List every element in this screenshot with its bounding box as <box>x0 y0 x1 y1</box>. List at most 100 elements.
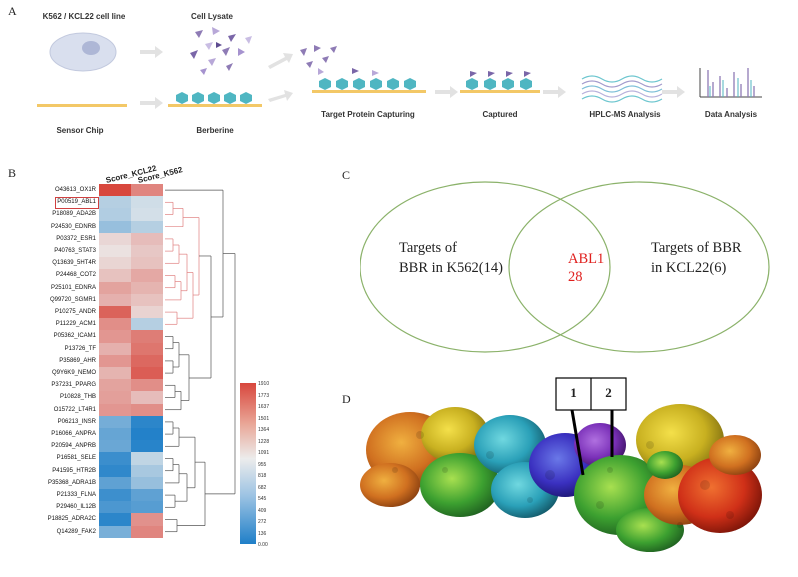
heatmap-row-label: P10828_THB <box>59 394 96 401</box>
venn-circle-right <box>508 181 770 353</box>
sensor-chip-label: Sensor Chip <box>56 126 104 135</box>
venn-center-line1: ABL1 <box>568 251 605 267</box>
heatmap-cell <box>99 232 131 246</box>
data-analysis-icon <box>699 68 762 98</box>
heatmap-row-label: P24468_COT2 <box>55 272 96 279</box>
scale-tick-label: 818 <box>258 473 267 479</box>
target-capture-label: Target Protein Capturing <box>321 110 415 119</box>
heatmap-cell <box>99 220 131 234</box>
heatmap-cell <box>131 403 163 417</box>
protein-structure <box>360 377 762 552</box>
heatmap-cell <box>131 184 163 197</box>
heatmap-cell <box>99 184 131 197</box>
heatmap-cell <box>131 269 163 283</box>
heatmap-cell <box>131 354 163 368</box>
heatmap-row-label: P24530_EDNRB <box>50 223 96 230</box>
berberine-label: Berberine <box>196 126 234 135</box>
panel-c-letter: C <box>342 168 351 182</box>
scale-tick-label: 136 <box>258 530 267 537</box>
heatmap-cell <box>99 464 131 478</box>
heatmap-row-label: P16066_ANPRA <box>51 431 96 437</box>
cell-line-label: K562 / KCL22 cell line <box>42 12 126 21</box>
venn-circle-left <box>360 181 611 353</box>
scale-tick-label: 1364 <box>258 427 270 433</box>
heatmap-cell <box>131 281 163 295</box>
flow-arrows <box>140 46 685 109</box>
heatmap-cell <box>131 232 163 246</box>
heatmap-cell <box>131 464 163 478</box>
heatmap-cell <box>99 318 131 331</box>
heatmap-cell <box>131 245 163 258</box>
site-1-pointer <box>570 409 585 476</box>
heatmap-row-label: P06213_INSR <box>57 418 96 425</box>
heatmap-cell <box>131 428 163 441</box>
heatmap-cell <box>99 342 131 356</box>
scale-tick-label: 1228 <box>258 438 270 445</box>
heatmap-cell <box>99 476 131 490</box>
workflow-graphic <box>37 27 762 109</box>
venn-diagram <box>360 181 770 353</box>
scale-tick-label: 272 <box>258 519 267 525</box>
heatmap-cell <box>131 208 163 222</box>
panel-b-letter: B <box>8 166 17 180</box>
heatmap-cell <box>131 513 163 527</box>
panel-d-letter: D <box>342 392 351 406</box>
heatmap-cell <box>131 415 163 429</box>
heatmap-cell <box>131 525 163 539</box>
heatmap-cell <box>99 367 131 380</box>
heatmap-row-label: P25101_EDNRA <box>50 284 96 291</box>
heatmap-cell <box>99 440 131 453</box>
heatmap-row-label: Q14289_FAK2 <box>56 528 96 535</box>
heatmap-cell <box>99 293 131 307</box>
heatmap-cell <box>131 489 163 502</box>
heatmap-row-label: Q13639_5HT4R <box>52 260 96 267</box>
scale-tick-label: 1773 <box>258 392 270 399</box>
heatmap-cell <box>99 208 131 222</box>
heatmap-row-label: P03372_ESR1 <box>56 235 96 242</box>
heatmap-row-label: P16581_SELE <box>56 455 96 462</box>
heatmap-row-label: P41595_HTR2B <box>52 467 96 474</box>
heatmap-row-label: P35869_AHR <box>59 357 96 364</box>
heatmap-row-label: P11229_ACM1 <box>55 321 96 328</box>
lysate-icon <box>190 27 252 75</box>
heatmap-row-label: P35368_ADRA1B <box>47 479 96 486</box>
heatmap-cell <box>131 220 163 234</box>
heatmap-row-label: P21333_FLNA <box>56 492 96 498</box>
site-1-label: 1 <box>570 385 577 400</box>
heatmap-cell <box>131 367 163 380</box>
heatmap-row-label: P40763_STAT3 <box>54 248 96 254</box>
scale-tick-label: 545 <box>258 496 267 502</box>
captured-icon <box>460 71 540 93</box>
heatmap-row-label: P18089_ADA2B <box>52 211 96 218</box>
heatmap-cell <box>99 428 131 441</box>
data-analysis-label: Data Analysis <box>704 110 758 119</box>
heatmap-cell <box>99 354 131 368</box>
highlight-box-abl1 <box>55 197 99 210</box>
heatmap-row-label: Q99720_SGMR1 <box>49 296 96 303</box>
heatmap-cell <box>99 281 131 295</box>
heatmap-cell <box>131 257 163 270</box>
heatmap-cell <box>131 501 163 514</box>
heatmap-cell <box>131 330 163 344</box>
color-scale-bar <box>240 383 256 544</box>
heatmap-row-label: O43613_OX1R <box>54 187 96 193</box>
scale-tick-label: 955 <box>258 461 267 468</box>
heatmap-cell <box>131 318 163 331</box>
heatmap-row-label: P10275_ANDR <box>54 309 96 315</box>
berberine-chip-icon <box>168 92 262 107</box>
heatmap-cell <box>99 306 131 319</box>
heatmap-cell <box>99 391 131 405</box>
venn-center-line2: 28 <box>568 269 583 285</box>
heatmap-cell <box>99 415 131 429</box>
heatmap-row-label: P00519_ABL1 <box>57 199 96 206</box>
heatmap-row-label: P37231_PPARG <box>51 382 96 389</box>
heatmap-row-label: P13726_TF <box>64 345 96 352</box>
dendrogram <box>165 189 236 533</box>
heatmap-cell <box>99 196 131 209</box>
heatmap-cell <box>99 513 131 527</box>
heatmap-cell <box>99 269 131 283</box>
cell-icon <box>49 32 117 72</box>
heatmap-cell <box>99 525 131 539</box>
heatmap-cell <box>99 489 131 502</box>
venn-left-line2: BBR in K562(14) <box>399 260 503 276</box>
